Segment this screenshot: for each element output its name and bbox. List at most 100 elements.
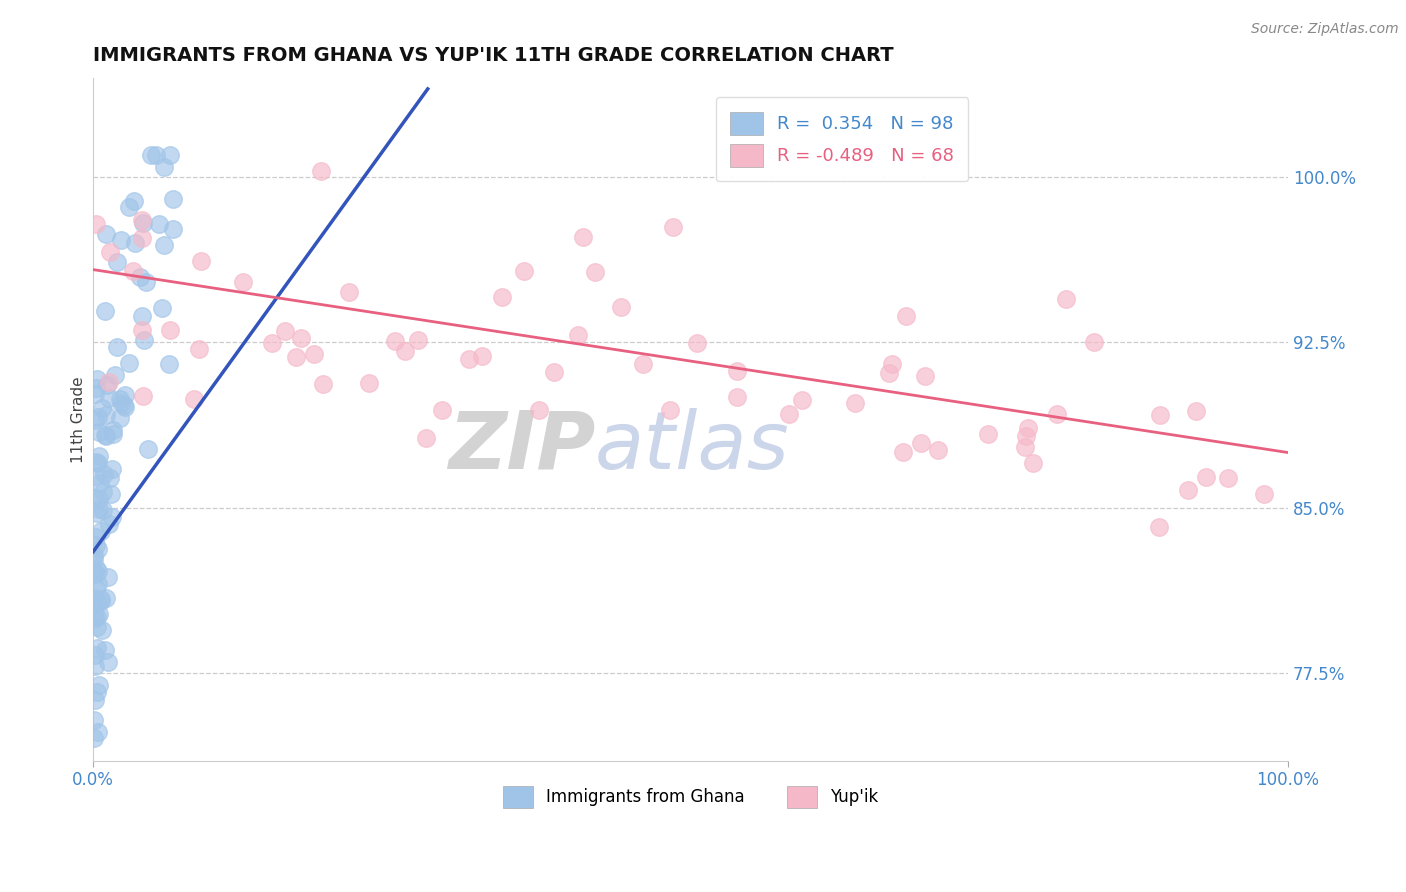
Point	[108, 392, 131, 406]
Point	[87, 542, 110, 557]
Point	[1195, 470, 1218, 484]
Point	[83, 607, 105, 622]
Point	[124, 235, 146, 250]
Text: IMMIGRANTS FROM GHANA VS YUP'IK 11TH GRADE CORRELATION CHART: IMMIGRANTS FROM GHANA VS YUP'IK 11TH GRA…	[93, 46, 894, 65]
Point	[610, 300, 633, 314]
Point	[97, 375, 120, 389]
Point	[98, 471, 121, 485]
Point	[162, 192, 184, 206]
Point	[83, 693, 105, 707]
Text: atlas: atlas	[595, 408, 790, 486]
Text: ZIP: ZIP	[447, 408, 595, 486]
Point	[1216, 470, 1239, 484]
Point	[148, 217, 170, 231]
Point	[96, 408, 118, 422]
Point	[725, 364, 748, 378]
Point	[87, 724, 110, 739]
Point	[190, 254, 212, 268]
Point	[94, 591, 117, 605]
Point	[101, 510, 124, 524]
Point	[97, 656, 120, 670]
Point	[132, 333, 155, 347]
Point	[86, 576, 108, 591]
Point	[131, 322, 153, 336]
Point	[83, 413, 105, 427]
Point	[662, 219, 685, 234]
Point	[90, 524, 112, 538]
Point	[394, 343, 416, 358]
Point	[543, 366, 565, 380]
Point	[83, 548, 105, 562]
Point	[136, 442, 159, 457]
Point	[312, 377, 335, 392]
Point	[1014, 429, 1036, 443]
Point	[415, 431, 437, 445]
Point	[152, 237, 174, 252]
Point	[83, 611, 105, 625]
Point	[83, 591, 105, 606]
Point	[90, 623, 112, 637]
Point	[87, 450, 110, 464]
Point	[83, 566, 105, 580]
Point	[150, 301, 173, 315]
Point	[94, 304, 117, 318]
Point	[725, 390, 748, 404]
Point	[977, 426, 1000, 441]
Point	[87, 607, 110, 621]
Point	[384, 334, 406, 348]
Point	[159, 323, 181, 337]
Point	[86, 610, 108, 624]
Point	[103, 423, 125, 437]
Point	[86, 582, 108, 596]
Point	[84, 387, 107, 401]
Point	[927, 443, 949, 458]
Point	[529, 403, 551, 417]
Point	[121, 264, 143, 278]
Point	[105, 340, 128, 354]
Point	[118, 356, 141, 370]
Point	[159, 148, 181, 162]
Point	[458, 352, 481, 367]
Point	[1014, 441, 1036, 455]
Point	[631, 357, 654, 371]
Point	[101, 427, 124, 442]
Point	[104, 368, 127, 382]
Point	[93, 467, 115, 481]
Point	[84, 566, 107, 581]
Point	[153, 160, 176, 174]
Point	[86, 685, 108, 699]
Point	[274, 324, 297, 338]
Point	[1045, 408, 1067, 422]
Point	[891, 444, 914, 458]
Point	[86, 410, 108, 425]
Point	[778, 407, 800, 421]
Point	[110, 395, 132, 409]
Point	[100, 487, 122, 501]
Point	[118, 200, 141, 214]
Point	[98, 245, 121, 260]
Point	[94, 227, 117, 241]
Point	[131, 231, 153, 245]
Point	[87, 678, 110, 692]
Point	[86, 619, 108, 633]
Point	[491, 290, 513, 304]
Point	[91, 502, 114, 516]
Point	[94, 428, 117, 442]
Point	[114, 400, 136, 414]
Point	[86, 372, 108, 386]
Point	[87, 502, 110, 516]
Y-axis label: 11th Grade: 11th Grade	[72, 376, 86, 463]
Point	[105, 255, 128, 269]
Point	[145, 148, 167, 162]
Point	[232, 275, 254, 289]
Point	[128, 270, 150, 285]
Point	[94, 643, 117, 657]
Point	[430, 403, 453, 417]
Point	[894, 309, 917, 323]
Point	[96, 428, 118, 442]
Point	[1147, 520, 1170, 534]
Point	[90, 592, 112, 607]
Point	[131, 309, 153, 323]
Point	[914, 368, 936, 383]
Point	[83, 552, 105, 566]
